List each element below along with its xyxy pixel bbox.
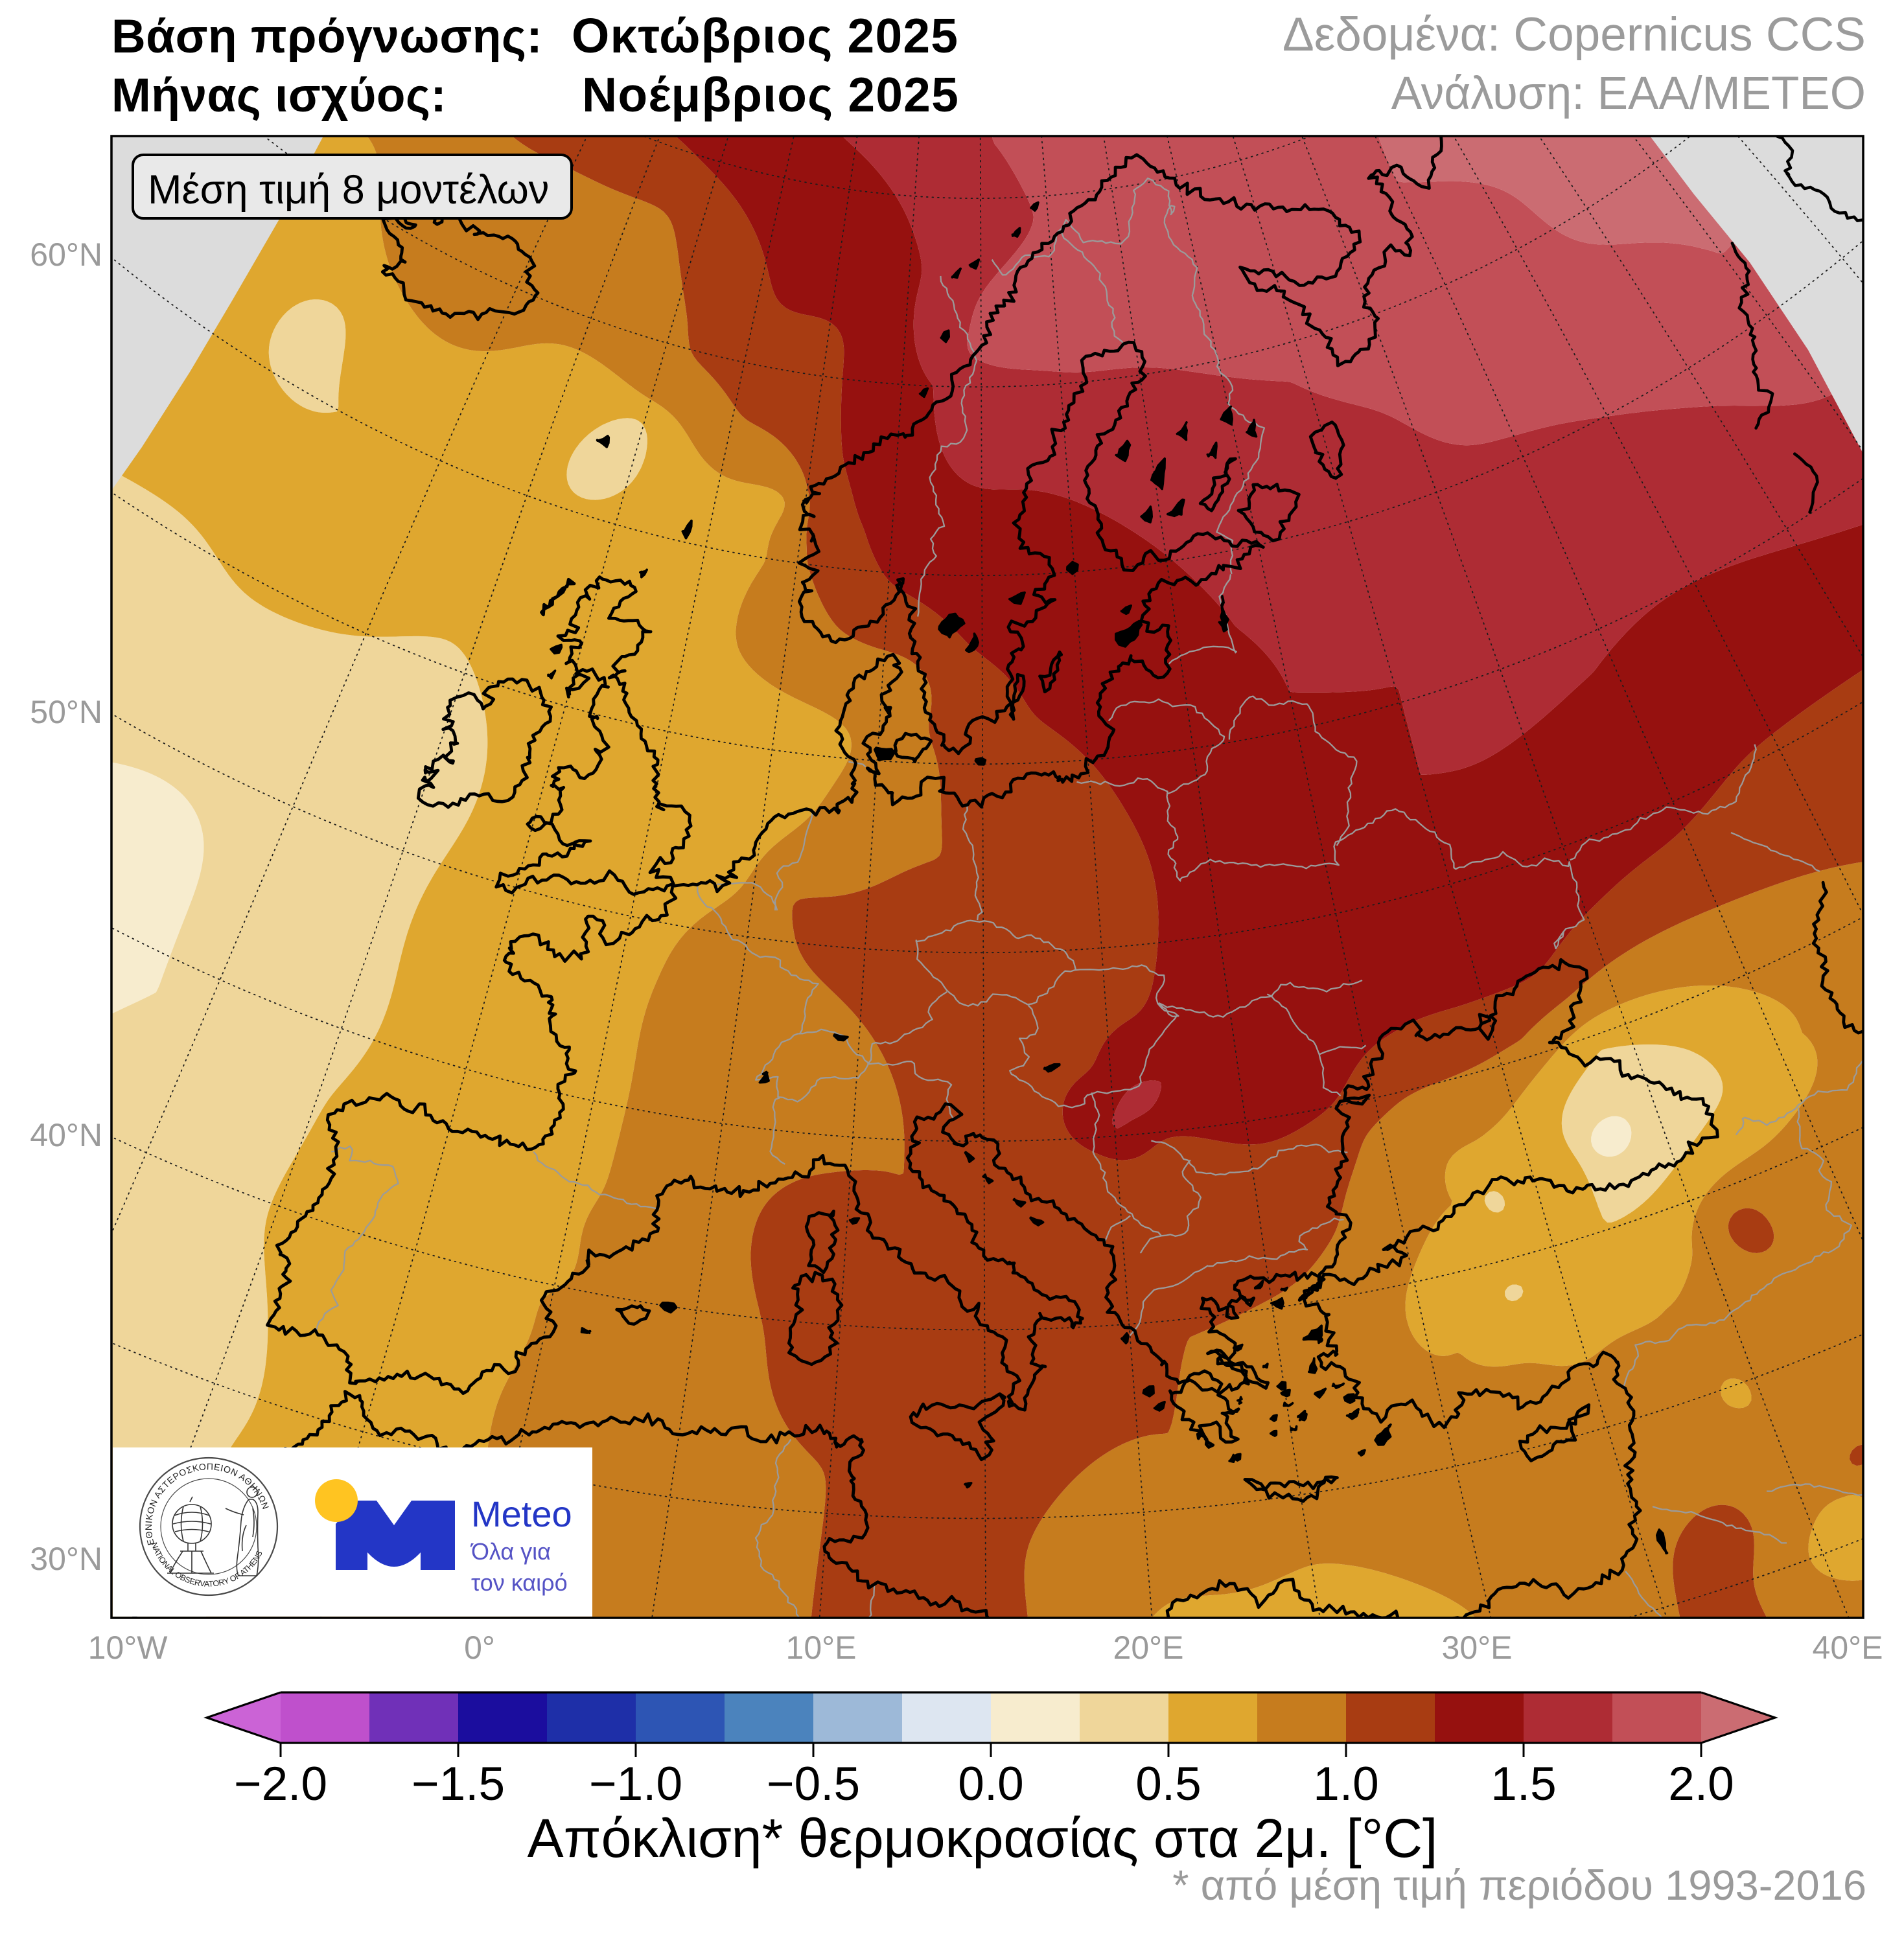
svg-text:−0.5: −0.5 <box>767 1758 860 1810</box>
svg-text:50°N: 50°N <box>30 694 102 730</box>
svg-text:40°N: 40°N <box>30 1117 102 1153</box>
svg-text:Δεδομένα: Copernicus CCS: Δεδομένα: Copernicus CCS <box>1283 8 1866 61</box>
svg-text:Απόκλιση* θερμοκρασίας στα 2μ.: Απόκλιση* θερμοκρασίας στα 2μ. [°C] <box>528 1808 1438 1869</box>
svg-text:30°E: 30°E <box>1442 1630 1513 1666</box>
svg-text:60°N: 60°N <box>30 236 102 273</box>
svg-text:Όλα για: Όλα για <box>470 1538 551 1565</box>
svg-text:−1.5: −1.5 <box>412 1758 505 1810</box>
svg-text:Meteo: Meteo <box>471 1493 572 1534</box>
svg-text:−1.0: −1.0 <box>589 1758 682 1810</box>
svg-text:2.0: 2.0 <box>1668 1758 1734 1810</box>
svg-text:1.5: 1.5 <box>1491 1758 1556 1810</box>
svg-text:−2.0: −2.0 <box>234 1758 327 1810</box>
svg-text:Ανάλυση: ΕΑΑ/ΜΕΤΕΟ: Ανάλυση: ΕΑΑ/ΜΕΤΕΟ <box>1391 68 1866 119</box>
svg-text:0.0: 0.0 <box>958 1758 1023 1810</box>
svg-text:τον καιρό: τον καιρό <box>471 1569 568 1596</box>
svg-text:* από μέση τιμή περιόδου 1993-: * από μέση τιμή περιόδου 1993-2016 <box>1172 1861 1866 1909</box>
svg-text:0.5: 0.5 <box>1135 1758 1201 1810</box>
svg-text:Οκτώβριος 2025: Οκτώβριος 2025 <box>572 8 958 63</box>
svg-text:Μήνας ισχύος:: Μήνας ισχύος: <box>111 69 447 122</box>
svg-text:10°W: 10°W <box>88 1630 168 1666</box>
svg-text:30°N: 30°N <box>30 1541 102 1577</box>
svg-text:10°E: 10°E <box>786 1630 857 1666</box>
svg-text:20°E: 20°E <box>1113 1630 1184 1666</box>
svg-text:0°: 0° <box>464 1630 495 1666</box>
svg-text:Βάση πρόγνωσης:: Βάση πρόγνωσης: <box>111 10 542 63</box>
svg-text:Μέση τιμή 8 μοντέλων: Μέση τιμή 8 μοντέλων <box>148 167 549 213</box>
svg-text:40°E: 40°E <box>1813 1630 1883 1666</box>
svg-text:Νοέμβριος 2025: Νοέμβριος 2025 <box>582 67 959 122</box>
svg-text:1.0: 1.0 <box>1313 1758 1378 1810</box>
